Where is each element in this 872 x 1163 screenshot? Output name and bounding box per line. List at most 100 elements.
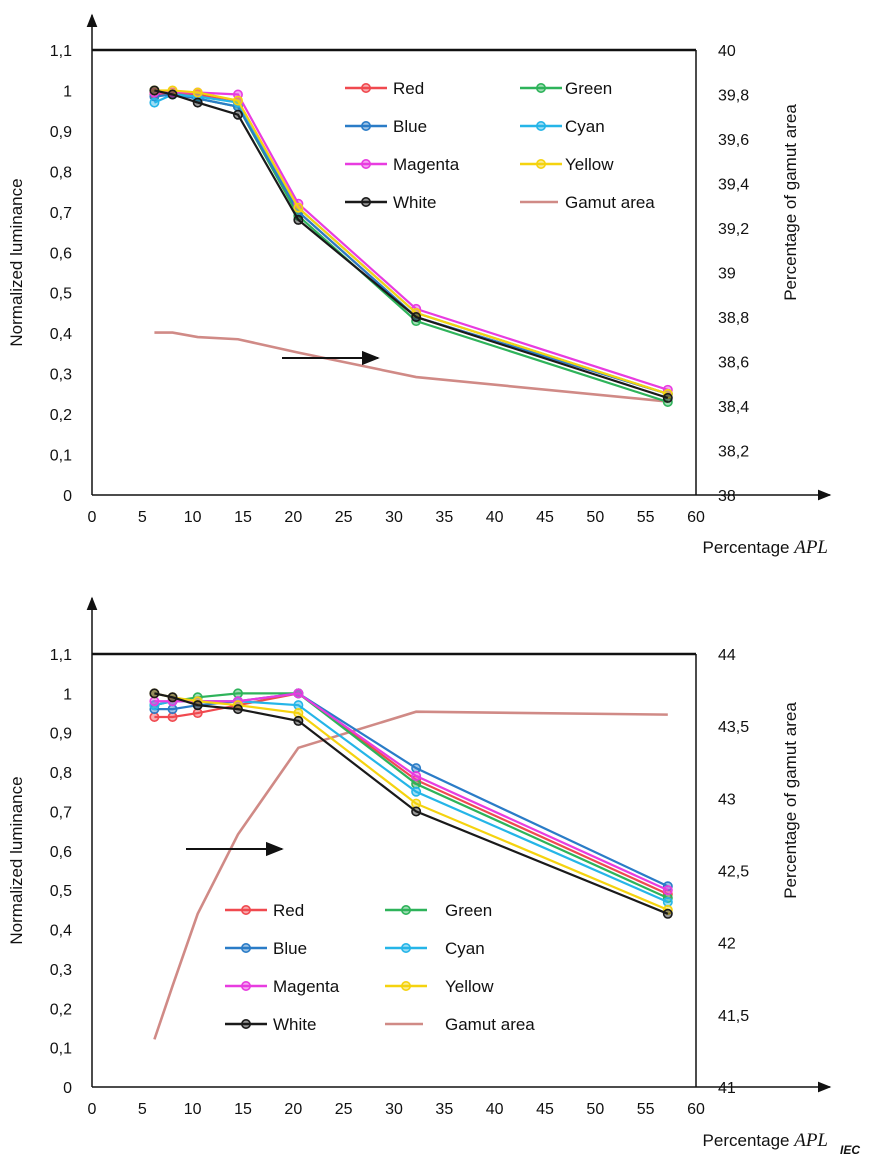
legend-swatch-marker-blue — [360, 121, 371, 132]
y2-tick-label: 39,6 — [718, 132, 749, 149]
data-point-magenta — [411, 771, 422, 782]
x-tick-label: 25 — [335, 509, 353, 526]
y2-tick-label: 38,2 — [718, 444, 749, 461]
y-tick-label: 0 — [63, 488, 72, 505]
legend-label-cyan: Cyan — [565, 117, 605, 136]
y-tick-label: 0,5 — [50, 286, 72, 303]
y2-tick-label: 43 — [718, 791, 736, 808]
y-tick-label: 0,4 — [50, 923, 72, 940]
y-tick-label: 0,6 — [50, 245, 72, 262]
y2-tick-label: 41,5 — [718, 1008, 749, 1025]
y-tick-label: 0,8 — [50, 765, 72, 782]
gamut-area-line — [153, 710, 668, 1040]
data-point-magenta — [293, 688, 304, 699]
x-tick-label: 50 — [586, 509, 604, 526]
y2-tick-label: 38,4 — [718, 399, 749, 416]
y2-axis-label: Percentage of gamut area — [781, 702, 800, 899]
series-line-blue — [154, 93, 669, 395]
y2-tick-label: 42,5 — [718, 864, 749, 881]
x-tick-label: 15 — [234, 1101, 252, 1118]
x-tick-label: 45 — [536, 1101, 554, 1118]
y2-axis-label: Percentage of gamut area — [781, 104, 800, 301]
x-tick-label: 55 — [637, 1101, 655, 1118]
legend-label-magenta: Magenta — [393, 155, 460, 174]
data-point-yellow — [192, 87, 203, 98]
x-tick-label: 35 — [435, 1101, 453, 1118]
legend-swatch-marker-green — [400, 904, 411, 915]
data-point-white — [232, 109, 243, 120]
legend-swatch-marker-cyan — [535, 121, 546, 132]
data-point-white — [167, 89, 178, 100]
x-tick-label: 25 — [335, 1101, 353, 1118]
legend-swatch-marker-magenta — [241, 980, 252, 991]
x-tick-label: 10 — [184, 509, 202, 526]
y2-tick-label: 38,6 — [718, 355, 749, 372]
legend-label-red: Red — [393, 79, 424, 98]
legend-label-yellow: Yellow — [445, 977, 494, 996]
series-line-white — [154, 692, 669, 915]
chart-bottom: 0 5 10 15 20 25 30 35 40 45 50 55 60 0 0,1 0,2 0,3 0,4 0,5… — [7, 596, 832, 1151]
chart-top: 0 5 10 15 20 25 30 35 40 45 50 55 60 0 0,1 0,2 0,3 0,4 0,5… — [7, 13, 832, 558]
y-tick-label: 0,7 — [50, 804, 72, 821]
x-axis-label-variable: APL — [792, 1130, 828, 1151]
x-axis-label-prefix: Percentage — [703, 538, 795, 557]
x-axis-label: Percentage APL — [703, 537, 828, 558]
x-tick-label: 5 — [138, 1101, 147, 1118]
y-tick-label: 0,6 — [50, 844, 72, 861]
legend-label-red: Red — [273, 901, 304, 920]
series-line-blue — [154, 692, 669, 888]
series-line-cyan — [153, 93, 669, 395]
data-point-white — [149, 688, 160, 699]
y-tick-label: 0,9 — [50, 124, 72, 141]
x-tick-label: 60 — [687, 509, 705, 526]
legend-label-blue: Blue — [393, 117, 427, 136]
series-line-cyan — [154, 700, 669, 903]
x-tick-label: 40 — [486, 509, 504, 526]
y2-tick-label: 38 — [718, 488, 736, 505]
series-line-yellow — [154, 692, 669, 911]
y2-tick-label: 41 — [718, 1080, 736, 1097]
legend-swatch-marker-white — [360, 197, 371, 208]
data-point-white — [411, 311, 422, 322]
legend-swatch-marker-blue — [241, 942, 252, 953]
y-axis-label: Normalized luminance — [7, 178, 26, 346]
x-tick-label: 55 — [637, 509, 655, 526]
legend-label-yellow: Yellow — [565, 155, 614, 174]
legend-swatch-marker-green — [535, 83, 546, 94]
x-tick-label: 10 — [184, 1101, 202, 1118]
legend-label-green: Green — [565, 79, 612, 98]
data-point-white — [167, 692, 178, 703]
x-tick-label: 0 — [88, 509, 97, 526]
legend-label-magenta: Magenta — [273, 977, 340, 996]
y2-tick-label: 39,4 — [718, 177, 749, 194]
data-point-cyan — [411, 786, 422, 797]
data-point-white — [192, 97, 203, 108]
y-tick-label: 0,2 — [50, 407, 72, 424]
series-line-white — [154, 89, 669, 399]
y-tick-label: 0,1 — [50, 448, 72, 465]
series-line-magenta — [154, 91, 669, 391]
legend-label-cyan: Cyan — [445, 939, 485, 958]
data-point-white — [293, 214, 304, 225]
legend-label-gamut-area: Gamut area — [445, 1015, 535, 1034]
series-line-red — [154, 91, 669, 395]
y-tick-label: 0,1 — [50, 1041, 72, 1058]
y2-tick-label: 39,8 — [718, 88, 749, 105]
y-tick-label: 1 — [63, 83, 72, 100]
x-tick-label: 0 — [88, 1101, 97, 1118]
iec-mark: IEC — [840, 1143, 860, 1157]
legend-label-white: White — [393, 193, 436, 212]
x-tick-label: 50 — [586, 1101, 604, 1118]
legend-label-white: White — [273, 1015, 316, 1034]
x-tick-label: 30 — [385, 1101, 403, 1118]
y2-tick-label: 43,5 — [718, 719, 749, 736]
y2-tick-label: 38,8 — [718, 310, 749, 327]
legend-label-gamut-area: Gamut area — [565, 193, 655, 212]
legend-swatch-marker-red — [360, 83, 371, 94]
x-axis-label: Percentage APL — [703, 1130, 828, 1151]
y-tick-label: 1,1 — [50, 647, 72, 664]
y-tick-label: 0,2 — [50, 1001, 72, 1018]
legend-swatch-marker-magenta — [360, 159, 371, 170]
data-point-white — [293, 715, 304, 726]
